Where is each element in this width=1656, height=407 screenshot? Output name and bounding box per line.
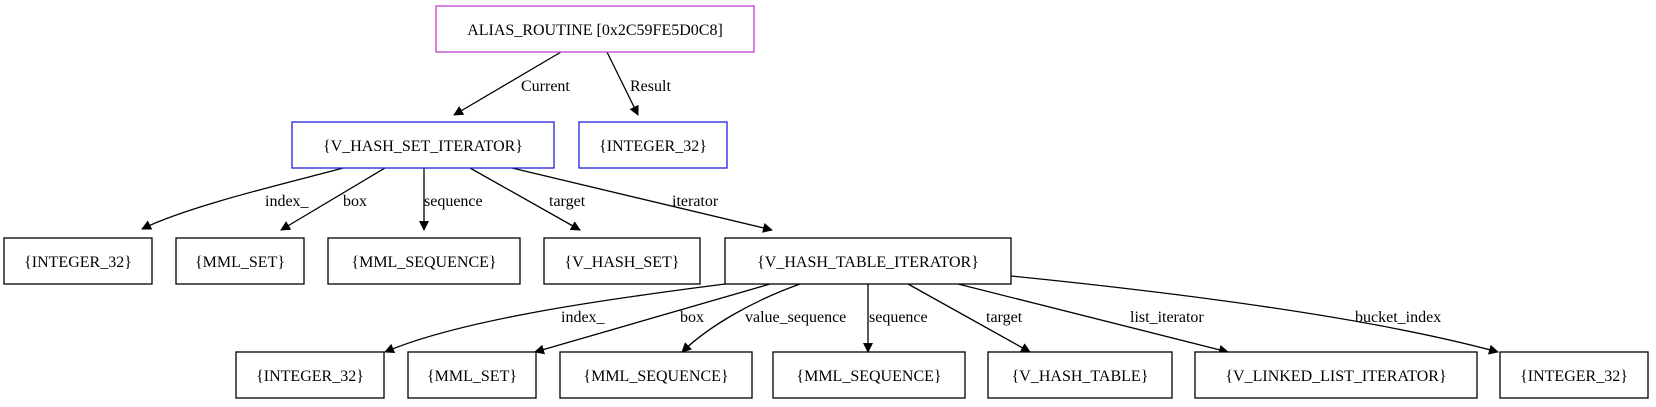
edge-label-current: Current [521, 78, 570, 95]
edge-label-result: Result [630, 78, 671, 95]
node-integer-32-index1[interactable]: {INTEGER_32} [3, 237, 153, 285]
node-label: {INTEGER_32} [1520, 368, 1628, 385]
edge-result: Result [606, 51, 671, 116]
edge-sequence1: sequence [419, 168, 483, 231]
edge-index1: index_ [141, 167, 344, 230]
node-integer-32-index2[interactable]: {INTEGER_32} [235, 351, 385, 399]
node-label: {MML_SEQUENCE} [583, 368, 728, 385]
node-label: {MML_SEQUENCE} [796, 368, 941, 385]
node-mml-sequence1[interactable]: {MML_SEQUENCE} [327, 237, 521, 285]
node-label: {MML_SET} [195, 254, 285, 271]
edge-label-iterator: iterator [672, 193, 719, 210]
node-mml-sequence-value[interactable]: {MML_SEQUENCE} [559, 351, 753, 399]
edge-label-index1: index_ [265, 193, 310, 210]
node-v-linked-list-iterator[interactable]: {V_LINKED_LIST_ITERATOR} [1194, 351, 1478, 399]
edge-box1: box [280, 167, 386, 231]
node-label: {MML_SEQUENCE} [351, 254, 496, 271]
edge-label-bucket-index: bucket_index [1355, 309, 1441, 326]
edge-label-value-sequence: value_sequence [745, 309, 846, 326]
edge-label-list-iterator: list_iterator [1130, 309, 1204, 326]
edge-label-box1: box [343, 193, 367, 210]
node-v-hash-table-iterator[interactable]: {V_HASH_TABLE_ITERATOR} [724, 237, 1012, 285]
edge-bucket-index: bucket_index [1010, 275, 1499, 355]
node-integer-32-bucket[interactable]: {INTEGER_32} [1499, 351, 1649, 399]
edge-label-target1: target [549, 193, 586, 210]
node-label: {V_LINKED_LIST_ITERATOR} [1225, 368, 1446, 385]
node-label: {V_HASH_TABLE_ITERATOR} [757, 254, 979, 271]
node-mml-set2[interactable]: {MML_SET} [407, 351, 537, 399]
node-alias-routine[interactable]: ALIAS_ROUTINE [0x2C59FE5D0C8] [435, 5, 755, 53]
edge-iterator: iterator [511, 167, 773, 233]
edge-label-target2: target [986, 309, 1023, 326]
edge-list-iterator: list_iterator [957, 283, 1229, 355]
node-label: {INTEGER_32} [256, 368, 364, 385]
node-v-hash-table[interactable]: {V_HASH_TABLE} [987, 351, 1173, 399]
node-label: {V_HASH_SET} [565, 254, 680, 271]
edge-current: Current [453, 51, 570, 116]
node-mml-set1[interactable]: {MML_SET} [175, 237, 305, 285]
node-label: {INTEGER_32} [24, 254, 132, 271]
node-label: {V_HASH_TABLE} [1012, 368, 1149, 385]
node-v-hash-set[interactable]: {V_HASH_SET} [543, 237, 701, 285]
node-v-hash-set-iterator[interactable]: {V_HASH_SET_ITERATOR} [291, 121, 555, 169]
edge-index2: index_ [384, 283, 726, 354]
node-integer-32-result[interactable]: {INTEGER_32} [578, 121, 728, 169]
edge-label-sequence1: sequence [424, 193, 483, 210]
edge-label-index2: index_ [561, 309, 606, 326]
edge-target2: target [907, 283, 1031, 353]
node-label: {V_HASH_SET_ITERATOR} [323, 138, 523, 155]
edge-label-sequence2: sequence [869, 309, 928, 326]
edge-value-sequence: value_sequence [681, 283, 846, 353]
edge-sequence2: sequence [863, 284, 928, 353]
edge-box2: box [534, 283, 771, 355]
node-label: {MML_SET} [427, 368, 517, 385]
edge-label-box2: box [680, 309, 704, 326]
node-label: {INTEGER_32} [599, 138, 707, 155]
node-label: ALIAS_ROUTINE [0x2C59FE5D0C8] [467, 22, 723, 39]
node-mml-sequence2[interactable]: {MML_SEQUENCE} [772, 351, 966, 399]
edge-target1: target [469, 167, 586, 231]
